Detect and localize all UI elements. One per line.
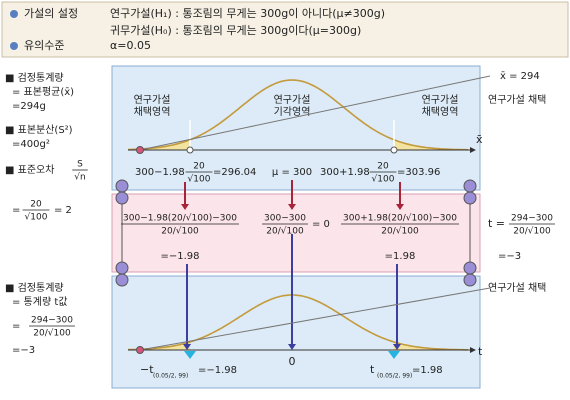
- label: =400g²: [12, 139, 50, 150]
- label: 300+1.98: [320, 167, 370, 178]
- label: 연구가설 채택: [488, 94, 546, 106]
- label: 유의수준: [24, 39, 64, 52]
- rejection-tail: [394, 342, 468, 350]
- label: 가설의 설정: [24, 7, 78, 20]
- label: = 2: [54, 205, 72, 216]
- pointer-line: [139, 287, 491, 351]
- rejection-tail: [128, 342, 190, 350]
- label: 채택영역: [134, 106, 171, 118]
- axis-arrow: [470, 147, 476, 153]
- sample-point: [136, 346, 144, 354]
- label: =: [12, 205, 20, 216]
- label: x̄ = 294: [500, 71, 540, 82]
- label: =296.04: [213, 167, 256, 178]
- label: =303.96: [397, 167, 440, 178]
- denominator: 20/√100: [513, 226, 551, 237]
- denominator: √100: [25, 212, 48, 223]
- blue-arrow-head: [183, 344, 191, 350]
- denominator: √100: [188, 174, 211, 185]
- critical-point: [186, 146, 194, 154]
- label: = 0: [312, 219, 330, 230]
- label: =−1.98: [198, 365, 237, 376]
- blue-arrow-head: [393, 344, 401, 350]
- numerator: 20: [30, 200, 42, 210]
- label: =−3: [12, 345, 35, 356]
- label: ■ 검정통계량: [5, 282, 64, 294]
- label: α=0.05: [110, 39, 151, 52]
- label: (0.05/2, 99): [153, 373, 188, 380]
- label: ■ 표준오차: [5, 164, 54, 176]
- critical-marker: [184, 351, 196, 359]
- label: 기각영역: [274, 106, 311, 118]
- bullet: [10, 42, 18, 50]
- rejection-tail: [394, 139, 468, 150]
- bullet: [10, 10, 18, 18]
- red-arrow-head: [181, 204, 189, 210]
- curve: [128, 294, 468, 351]
- label: 연구가설: [422, 94, 459, 106]
- label: =−3: [498, 251, 521, 262]
- label: ■ 검정통계량: [5, 72, 64, 84]
- blue-arrow-head: [288, 344, 296, 350]
- red-arrow-head: [288, 204, 296, 210]
- pointer-line: [139, 75, 491, 151]
- label: = 표본평균(x̄): [12, 86, 74, 98]
- numerator: 20: [377, 162, 389, 172]
- label: =1.98: [412, 365, 443, 376]
- label: (0.05/2, 99): [377, 373, 412, 380]
- sample-point: [136, 146, 144, 154]
- hypothesis-box: [1, 1, 569, 58]
- panel-standardize: [111, 193, 481, 273]
- label: 연구가설: [274, 94, 311, 106]
- label: =−1.98: [160, 251, 199, 262]
- denominator: 20/√100: [161, 226, 199, 237]
- denominator: √100: [372, 174, 395, 185]
- label: =1.98: [385, 251, 416, 262]
- label: x̄: [476, 133, 483, 146]
- label: μ = 300: [272, 167, 312, 178]
- curve: [128, 79, 469, 151]
- label: t: [370, 363, 375, 376]
- label: 연구가설(H₁) : 통조림의 무게는 300g이 아니다(μ≠300g): [110, 7, 385, 20]
- red-arrow-head: [396, 204, 404, 210]
- label: 채택영역: [422, 106, 459, 118]
- label: −t: [140, 363, 154, 376]
- label: t: [478, 345, 483, 358]
- label: 귀무가설(H₀) : 통조림의 무게는 300g이다(μ=300g): [110, 24, 361, 37]
- numerator: 300−1.98(20/√100)−300: [123, 213, 237, 224]
- critical-marker: [388, 351, 400, 359]
- label: t =: [488, 217, 505, 230]
- critical-point: [390, 146, 398, 154]
- label: =: [12, 321, 20, 332]
- numerator: 294−300: [31, 316, 73, 326]
- numerator: 300+1.98(20/√100)−300: [343, 213, 457, 224]
- label: =294g: [12, 101, 46, 112]
- denominator: √n: [74, 172, 85, 183]
- label: 300−1.98: [135, 167, 185, 178]
- label: 0: [289, 355, 296, 368]
- numerator: S: [77, 160, 83, 170]
- panel-sample: [111, 65, 481, 191]
- axis-arrow: [470, 347, 476, 353]
- numerator: 300−300: [264, 214, 306, 224]
- numerator: 20: [193, 162, 205, 172]
- denominator: 20/√100: [266, 226, 304, 237]
- label: 연구가설: [134, 94, 171, 106]
- denominator: 20/√100: [381, 226, 419, 237]
- denominator: 20/√100: [33, 328, 71, 339]
- rejection-tail: [128, 139, 190, 150]
- label: = 통계량 t값: [12, 296, 67, 308]
- connectors: [115, 179, 477, 287]
- label: ■ 표본분산(S²): [5, 124, 73, 136]
- label: 연구가설 채택: [488, 282, 546, 294]
- numerator: 294−300: [511, 214, 553, 224]
